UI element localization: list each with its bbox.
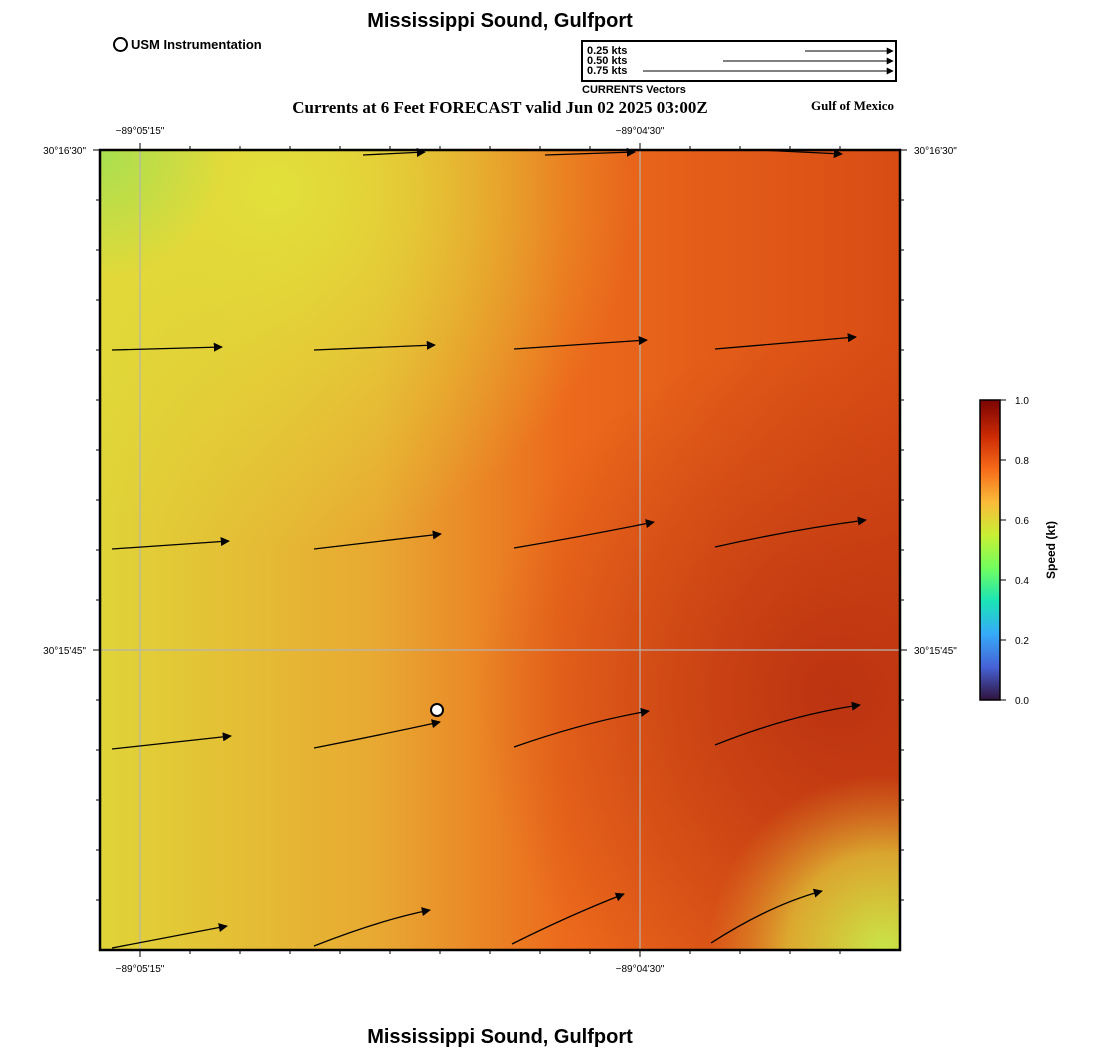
- colorbar-label: Speed (kt): [1044, 521, 1058, 579]
- vector-key-label-1: 0.25 kts: [587, 45, 628, 57]
- y-tick-right-1: 30°16'30": [914, 146, 957, 157]
- vector-arrow: [313, 719, 441, 749]
- colorbar-tick: 1.0: [1015, 396, 1029, 407]
- colorbar-gradient: [979, 399, 1001, 701]
- x-tick-top-1: −89°05'15": [116, 126, 165, 137]
- usm-legend: USM Instrumentation: [113, 37, 262, 52]
- vector-key-label-2: 0.50 kts: [587, 55, 628, 67]
- vector-arrow: [714, 333, 857, 350]
- y-tick-left-2: 30°15'45": [43, 646, 86, 657]
- vector-key-box: 0.25 kts 0.50 kts 0.75 kts: [581, 40, 897, 82]
- vector-arrow: [313, 340, 436, 351]
- vector-arrow: [111, 923, 228, 949]
- map-subtitle: Currents at 6 Feet FORECAST valid Jun 02…: [292, 98, 708, 117]
- colorbar: 0.0 0.2 0.4 0.6 0.8 1.0 Speed (kt): [979, 396, 1058, 707]
- vector-arrow: [513, 707, 650, 748]
- vector-key-arrows: [643, 47, 894, 75]
- usm-legend-label: USM Instrumentation: [131, 37, 262, 52]
- vector-arrow: [362, 147, 426, 157]
- vector-arrow: [511, 892, 625, 945]
- vector-arrow: [714, 516, 867, 548]
- vector-arrow: [710, 888, 823, 944]
- frame-ticks: [93, 143, 907, 957]
- vector-arrow: [313, 530, 442, 550]
- y-tick-left-1: 30°16'30": [43, 146, 86, 157]
- colorbar-tick: 0.6: [1015, 516, 1029, 527]
- usm-station-marker[interactable]: [430, 703, 444, 717]
- vector-arrow: [544, 147, 636, 157]
- colorbar-tick: 0.8: [1015, 456, 1029, 467]
- vector-arrow: [111, 732, 232, 750]
- graticule: [100, 150, 900, 950]
- vector-arrow: [111, 537, 230, 550]
- x-tick-bottom-1: −89°05'15": [116, 964, 165, 975]
- vector-arrow: [513, 336, 648, 350]
- region-label: Gulf of Mexico: [811, 98, 895, 113]
- vector-arrow: [714, 701, 861, 746]
- x-tick-bottom-2: −89°04'30": [616, 964, 665, 975]
- vector-key-label-3: 0.75 kts: [587, 65, 628, 77]
- vector-key-caption: CURRENTS Vectors: [582, 84, 686, 96]
- colorbar-tick: 0.4: [1015, 576, 1029, 587]
- footer-title: Mississippi Sound, Gulfport: [367, 1026, 633, 1048]
- map-title: Mississippi Sound, Gulfport: [367, 10, 633, 32]
- usm-marker-icon: [113, 37, 128, 52]
- current-vectors: [111, 147, 867, 949]
- speed-field: [100, 150, 900, 950]
- vector-arrow: [111, 342, 223, 352]
- vector-arrow: [513, 519, 655, 549]
- vector-arrow: [313, 907, 431, 947]
- colorbar-tick: 0.0: [1015, 696, 1029, 707]
- colorbar-tick: 0.2: [1015, 636, 1029, 647]
- y-tick-right-2: 30°15'45": [914, 646, 957, 657]
- x-tick-top-2: −89°04'30": [616, 126, 665, 137]
